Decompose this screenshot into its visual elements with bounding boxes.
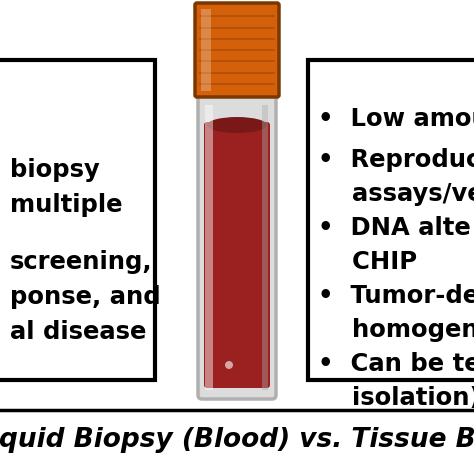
Text: •  DNA alte: • DNA alte (318, 216, 471, 240)
FancyBboxPatch shape (198, 86, 276, 399)
FancyBboxPatch shape (195, 3, 279, 97)
Circle shape (225, 361, 233, 369)
Bar (308, 60, 474, 380)
Text: al disease: al disease (10, 320, 146, 344)
Text: isolation): isolation) (318, 386, 474, 410)
Text: biopsy: biopsy (10, 158, 100, 182)
Text: multiple: multiple (10, 193, 122, 217)
Text: assays/ve: assays/ve (318, 182, 474, 206)
Text: homogene: homogene (318, 318, 474, 342)
Text: ponse, and: ponse, and (10, 285, 161, 309)
FancyBboxPatch shape (204, 122, 270, 388)
Text: •  Can be te: • Can be te (318, 352, 474, 376)
Bar (201, 9, 211, 91)
Text: •  Reproduc: • Reproduc (318, 148, 474, 172)
Text: screening,: screening, (10, 250, 153, 274)
Text: •  Tumor-de: • Tumor-de (318, 284, 474, 308)
Bar (205, 105, 213, 390)
Bar (0, 60, 155, 380)
Ellipse shape (207, 117, 267, 133)
Text: quid Biopsy (Blood) vs. Tissue B: quid Biopsy (Blood) vs. Tissue B (0, 427, 474, 453)
Text: •  Low amou: • Low amou (318, 107, 474, 131)
Text: CHIP: CHIP (318, 250, 417, 274)
Bar (262, 105, 268, 390)
